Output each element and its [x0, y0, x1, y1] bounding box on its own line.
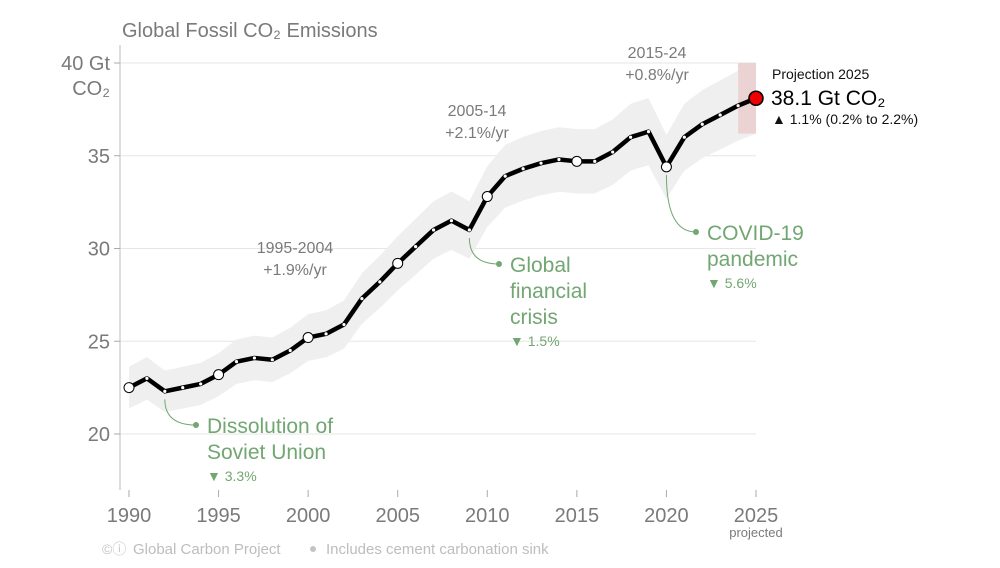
emissions-line [127, 96, 757, 394]
x-tick-label: 2015 [555, 505, 600, 527]
x-tick-label: 2020 [644, 505, 689, 527]
event-drop: ▼ 3.3% [207, 468, 257, 484]
y-axis-ticks: 40 Gt 35 30 25 20 [61, 53, 120, 446]
x-tick-note: projected [729, 525, 782, 540]
data-point [163, 389, 167, 393]
data-point [593, 159, 597, 163]
data-point-major [302, 332, 314, 344]
data-point [288, 348, 292, 353]
period-rate: +1.9%/yr [263, 262, 327, 279]
data-point-major [392, 257, 404, 269]
y-tick-label: 30 [88, 239, 110, 261]
chart-title: Global Fossil CO₂ Emissions [122, 20, 378, 42]
event-label: Dissolution of [207, 415, 333, 438]
footer-note: Includes cement carbonation sink [326, 541, 549, 558]
data-point [270, 358, 274, 362]
leader-dot [496, 261, 502, 267]
y-axis-unit: CO₂ [72, 78, 110, 100]
period-annotations: 1995-2004 +1.9%/yr 2005-14 +2.1%/yr 2015-24 +… [257, 45, 690, 279]
data-point [539, 161, 543, 165]
event-label: crisis [510, 306, 558, 329]
event-drop: ▼ 1.5% [510, 333, 560, 349]
data-point-major [123, 382, 135, 394]
data-point [414, 245, 418, 249]
data-point [521, 167, 525, 171]
data-point [449, 219, 454, 223]
data-point [718, 113, 722, 117]
data-point-major [571, 155, 583, 167]
data-point [682, 135, 686, 139]
period-years: 2005-14 [448, 103, 507, 120]
data-point [342, 322, 346, 327]
data-point [646, 130, 651, 134]
footer-separator [310, 546, 316, 552]
event-label: Soviet Union [207, 441, 326, 464]
data-point [557, 157, 561, 162]
period-rate: +0.8%/yr [625, 67, 689, 84]
projection-uncertainty [738, 62, 756, 134]
data-point [199, 382, 203, 386]
event-label: pandemic [707, 248, 798, 271]
projection-point [748, 90, 764, 106]
event-label: financial [510, 280, 587, 303]
leader-dot [693, 229, 699, 235]
y-tick-label: 40 Gt [61, 53, 110, 75]
data-point [181, 386, 185, 390]
license-icon: ©ⓘ [102, 541, 126, 557]
data-point [503, 174, 507, 178]
projection-value: 38.1 Gt CO₂ [771, 87, 885, 110]
x-tick-label: 2025 [734, 505, 779, 527]
data-point [234, 360, 239, 364]
event-annotations: Dissolution of Soviet Union ▼ 3.3% Global fi… [164, 174, 804, 484]
data-point [378, 280, 382, 284]
data-point [431, 228, 436, 232]
data-point [700, 122, 704, 126]
x-axis-ticks: 1990 1995 2000 2005 2010 2015 2020 2025 [107, 490, 779, 527]
projection-change: ▲ 1.1% (0.2% to 2.2%) [772, 111, 918, 127]
y-tick-label: 20 [88, 424, 110, 446]
footer-credit: Global Carbon Project [133, 541, 281, 558]
x-tick-label: 2000 [286, 505, 331, 527]
data-point-major [660, 161, 672, 173]
event-label: COVID-19 [707, 222, 804, 245]
event-drop: ▼ 5.6% [707, 275, 757, 291]
uncertainty-band [129, 62, 756, 413]
period-years: 1995-2004 [257, 240, 334, 257]
leader-line [468, 237, 500, 265]
x-tick-label: 2005 [375, 505, 420, 527]
leader-line [665, 174, 697, 233]
data-point [467, 228, 471, 232]
emissions-series [123, 90, 764, 394]
x-tick-label: 1995 [196, 505, 241, 527]
projection-label: Projection 2025 38.1 Gt CO₂ ▲ 1.1% (0.2%… [771, 66, 918, 127]
x-tick-label: 1990 [107, 505, 152, 527]
period-rate: +2.1%/yr [445, 125, 509, 142]
data-point [252, 356, 256, 360]
leader-line [164, 399, 197, 426]
event-label: Global [510, 254, 571, 277]
data-point [145, 376, 149, 380]
data-point-major [213, 369, 225, 381]
projection-title: Projection 2025 [772, 66, 870, 82]
data-point [611, 150, 615, 154]
data-point-major [481, 191, 493, 203]
data-point [360, 296, 364, 301]
leader-dot [193, 422, 199, 428]
period-years: 2015-24 [628, 45, 687, 62]
x-tick-label: 2010 [465, 505, 510, 527]
data-point [324, 332, 328, 336]
uncertainty-area [129, 62, 756, 413]
data-point [629, 135, 633, 139]
data-point [736, 104, 740, 108]
y-tick-label: 35 [88, 146, 110, 168]
footer: ©ⓘ Global Carbon Project Includes cement… [102, 541, 549, 558]
y-tick-label: 25 [88, 331, 110, 353]
